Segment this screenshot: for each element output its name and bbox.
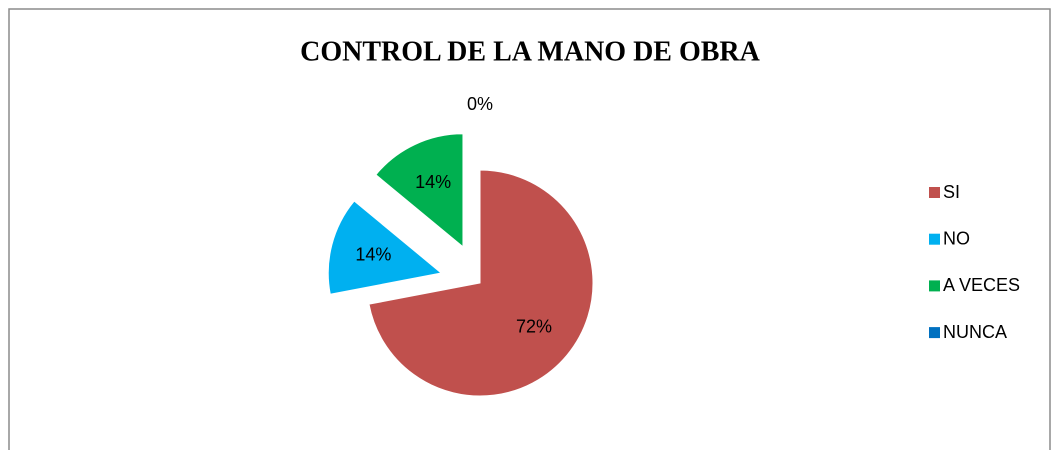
pie-slice bbox=[368, 169, 594, 397]
legend-label: SI bbox=[943, 182, 960, 202]
legend-swatch bbox=[929, 327, 940, 339]
data-label: 72% bbox=[516, 316, 552, 336]
legend-swatch bbox=[929, 233, 940, 245]
chart-frame bbox=[8, 8, 1051, 450]
pie-slice bbox=[375, 133, 464, 248]
chart-title: CONTROL DE LA MANO DE OBRA bbox=[300, 36, 760, 67]
legend-label: NO bbox=[943, 228, 970, 248]
legend-label: NUNCA bbox=[943, 322, 1007, 342]
legend-swatch bbox=[929, 187, 940, 198]
data-label: 14% bbox=[355, 244, 391, 264]
legend-swatch bbox=[929, 280, 940, 292]
data-label: 14% bbox=[415, 172, 451, 192]
pie-slice bbox=[327, 200, 443, 295]
data-label: 0% bbox=[467, 94, 493, 114]
legend-label: A VECES bbox=[943, 275, 1020, 295]
